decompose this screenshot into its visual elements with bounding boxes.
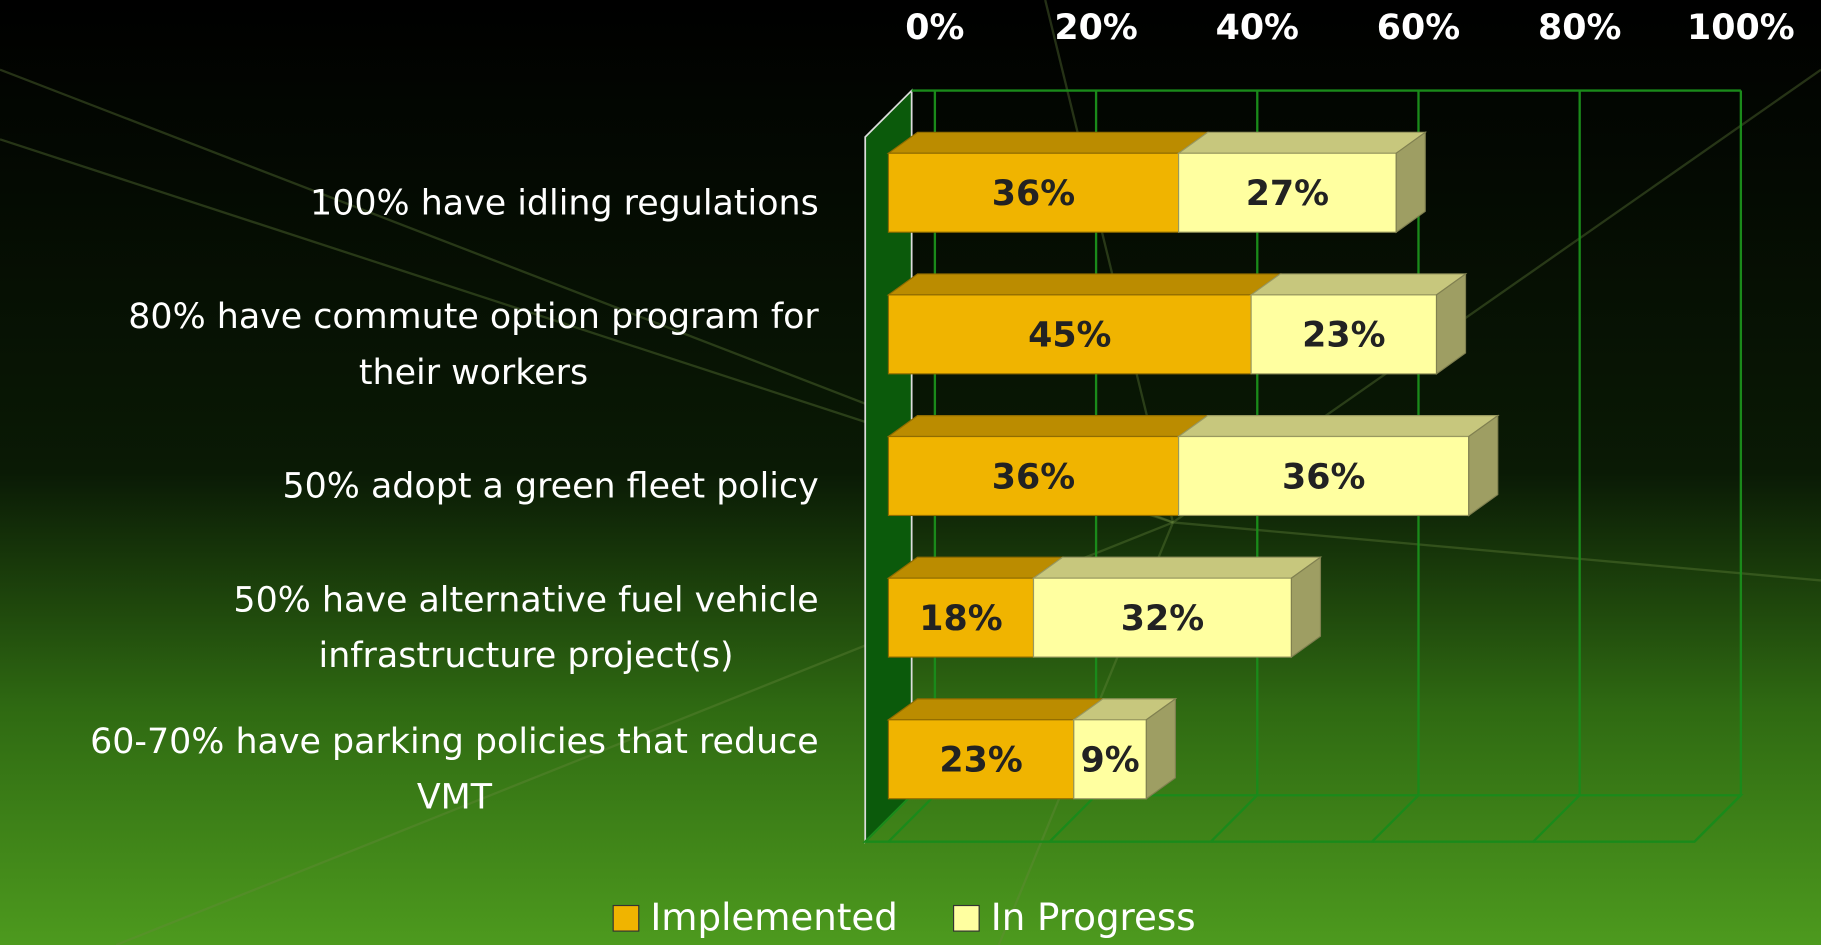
category-label: 50% adopt a green fleet policy [282, 467, 818, 507]
bar-top [1249, 273, 1468, 296]
legend-label: In Progress [991, 896, 1196, 939]
value-label: 32% [1121, 599, 1204, 639]
floor-grid-line [1693, 794, 1742, 843]
floor-grid-line [1048, 794, 1097, 843]
bar [887, 152, 1180, 233]
floor-grid-line [1210, 794, 1259, 843]
bar-top [1176, 415, 1500, 438]
bar [1250, 294, 1438, 375]
category-label: their workers [359, 353, 588, 393]
value-label: 45% [1028, 316, 1111, 356]
value-label: 9% [1081, 741, 1140, 781]
bar-top [886, 415, 1210, 438]
bar-side [1145, 697, 1176, 800]
category-label: 60-70% have parking policies that reduce [90, 722, 819, 762]
bar-side [1290, 556, 1322, 659]
bar-side [1435, 272, 1467, 375]
bar-top [886, 698, 1105, 721]
bar [1178, 152, 1397, 233]
legend-label: Implemented [650, 896, 897, 939]
bar [887, 435, 1180, 517]
value-label: 18% [919, 599, 1002, 639]
bar [1073, 719, 1147, 800]
x-tick-label: 100% [1687, 8, 1795, 48]
value-label: 36% [992, 457, 1075, 497]
x-tick-label: 60% [1377, 8, 1460, 48]
x-tick-label: 80% [1538, 8, 1621, 48]
category-label: infrastructure project(s) [319, 636, 734, 676]
category-label: 80% have commute option program for [128, 297, 819, 337]
bar-top [1176, 131, 1428, 154]
legend-swatch [953, 904, 980, 932]
bar-top [886, 131, 1210, 154]
floor-grid-line [1371, 794, 1420, 843]
bar-side [1468, 414, 1499, 517]
category-label: 100% have idling regulations [310, 183, 819, 223]
bar-top [886, 556, 1065, 579]
floor-grid-line [1532, 794, 1581, 843]
category-label: VMT [417, 778, 493, 818]
x-tick-label: 40% [1216, 8, 1299, 48]
value-label: 36% [992, 174, 1075, 214]
value-label: 23% [1302, 316, 1385, 356]
x-tick-label: 0% [905, 8, 964, 48]
bar-top [1031, 556, 1323, 579]
value-label: 36% [1282, 457, 1365, 497]
category-label: 50% have alternative fuel vehicle [233, 580, 818, 620]
bar [1032, 577, 1293, 658]
bar [1178, 435, 1470, 517]
bar-top [886, 273, 1282, 296]
bar-side [1395, 131, 1426, 234]
floor-grid-line [887, 794, 936, 843]
legend-swatch [612, 904, 640, 932]
bar [887, 294, 1252, 375]
bar [887, 577, 1035, 658]
bar [887, 719, 1075, 800]
value-label: 27% [1246, 174, 1329, 214]
x-tick-label: 20% [1054, 8, 1137, 48]
value-label: 23% [939, 741, 1022, 781]
